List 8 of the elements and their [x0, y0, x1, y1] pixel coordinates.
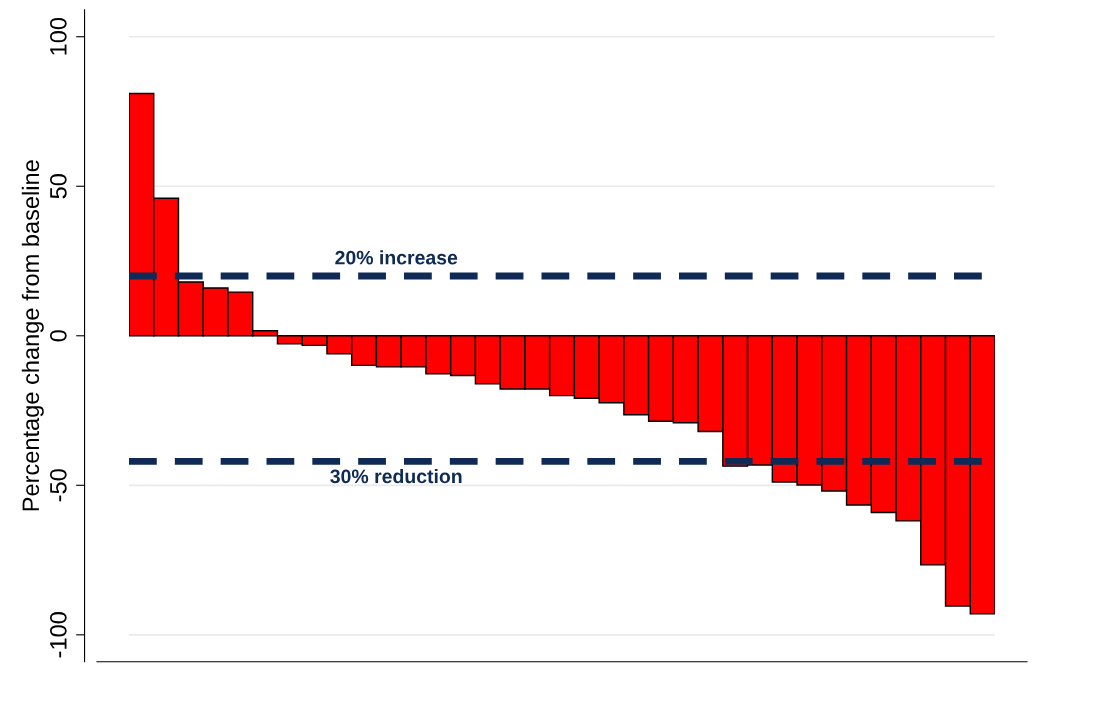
y-tick-label: 0 — [49, 330, 67, 342]
y-tick-label: -50 — [49, 469, 67, 502]
y-tick-label: 50 — [49, 174, 67, 199]
y-tick-label: 100 — [49, 17, 67, 55]
y-axis-title: Percentage change from baseline — [21, 160, 44, 511]
ref-line-label: 20% increase — [335, 250, 458, 265]
y-tick-label: -100 — [49, 612, 67, 658]
ref-line-label: 30% reduction — [330, 468, 462, 484]
